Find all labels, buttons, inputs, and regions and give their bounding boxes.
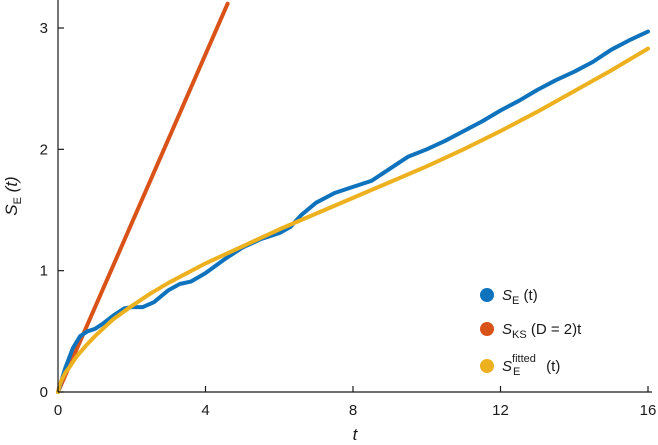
legend-fit-main: S	[502, 358, 512, 375]
y-axis-label-sub: E	[12, 197, 24, 204]
y-axis-label: SE (t)	[2, 176, 24, 215]
y-tick-label: 3	[40, 20, 48, 37]
legend-fit-sup: fitted	[512, 353, 536, 365]
legend-se-sub: E	[512, 295, 519, 307]
series-layer	[56, 1, 650, 394]
legend-se-rest: (t)	[519, 287, 537, 304]
x-tick-label: 16	[640, 402, 657, 419]
series-line-sks	[56, 1, 230, 394]
series-line-fit	[56, 46, 650, 394]
legend-se-main: S	[502, 287, 512, 304]
y-tick-label: 2	[40, 141, 48, 158]
y-tick-label: 1	[40, 263, 48, 280]
legend-fit-rest: (t)	[542, 358, 560, 375]
legend-label-se: SE (t)	[502, 287, 538, 307]
y-axis-label-main: S	[2, 204, 21, 216]
x-tick-label: 0	[54, 402, 62, 419]
y-tick-label: 0	[40, 384, 48, 401]
x-tick-label: 4	[201, 402, 209, 419]
legend-sks-main: S	[502, 321, 512, 338]
legend-fit-sub: E	[513, 366, 520, 378]
legend-marker-se	[480, 288, 494, 302]
x-axis-label: t	[353, 425, 359, 444]
legend-marker-fit	[480, 359, 494, 373]
series-line-se	[56, 29, 650, 394]
legend-sks-rest: (D = 2)t	[527, 321, 582, 338]
legend: SE (t) SKS (D = 2)t Sfitted E (t)	[480, 287, 582, 378]
legend-marker-sks	[480, 322, 494, 336]
axes-layer	[57, 0, 652, 393]
x-tick-label: 12	[492, 402, 509, 419]
x-tick-label: 8	[349, 402, 357, 419]
y-axis-label-rest: (t)	[2, 176, 21, 197]
legend-label-sks: SKS (D = 2)t	[502, 321, 582, 341]
legend-label-fit: Sfitted E (t)	[502, 353, 560, 378]
legend-sks-sub: KS	[512, 329, 527, 341]
